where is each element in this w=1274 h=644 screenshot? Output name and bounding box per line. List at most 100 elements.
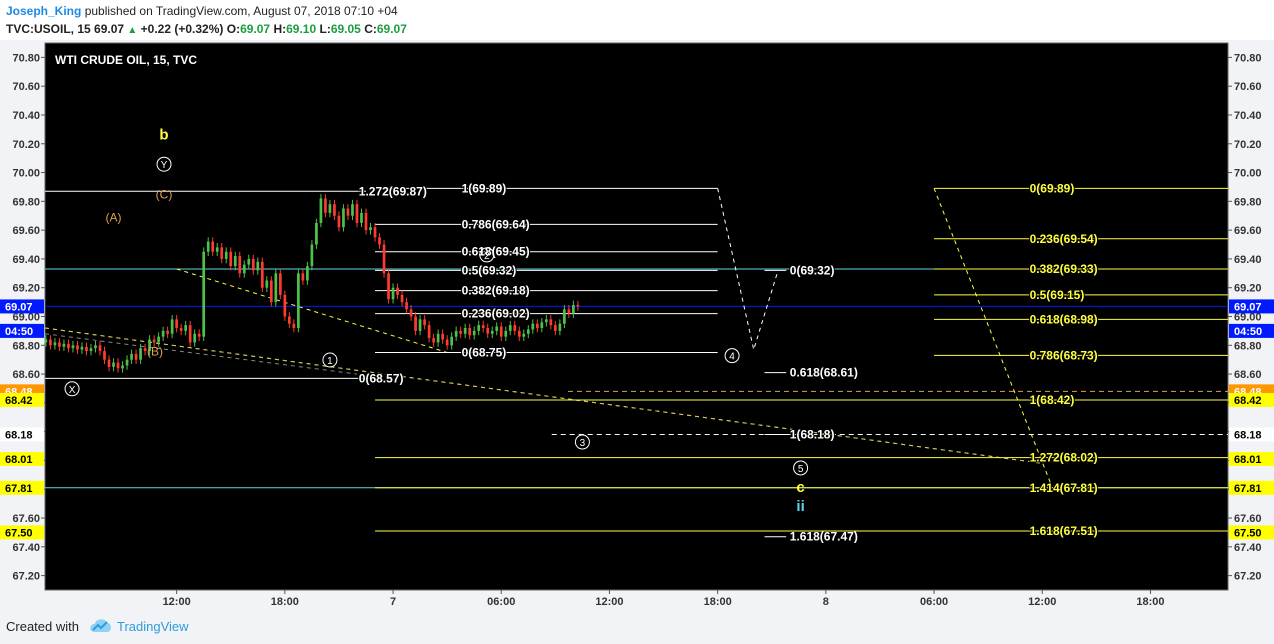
y-tick-label-left: 67.40	[12, 542, 40, 554]
price-badge-right	[1229, 452, 1274, 467]
high-value: 69.10	[286, 22, 317, 36]
candle-body	[391, 287, 395, 300]
author-link[interactable]: Joseph_King	[6, 4, 82, 18]
x-tick-label: 06:00	[487, 596, 515, 608]
wave-label: 3	[580, 438, 586, 449]
y-tick-label-right: 69.40	[1234, 254, 1262, 266]
price-badge-text-left: 68.01	[5, 454, 33, 466]
candle-body	[179, 328, 183, 331]
candle-body	[288, 316, 291, 324]
x-tick-label: 18:00	[1136, 596, 1164, 608]
candle-body	[85, 346, 88, 352]
wave-label: Y	[161, 160, 168, 171]
candle-body	[468, 328, 472, 336]
y-tick-label-right: 67.60	[1234, 513, 1262, 525]
x-tick-label: 18:00	[704, 596, 732, 608]
fib-level-label: 0(68.57)	[359, 371, 404, 385]
candle-body	[292, 323, 296, 329]
last-price: 69.07	[94, 22, 125, 36]
wave-label: 1	[327, 356, 333, 367]
x-tick-label: 18:00	[271, 596, 299, 608]
candle-body	[337, 215, 341, 228]
price-badge-right	[1229, 392, 1274, 407]
y-tick-label-left: 69.60	[12, 225, 40, 237]
trend-line	[176, 268, 448, 353]
fib-level-label: 1.272(69.87)	[359, 184, 427, 198]
candle-body	[229, 251, 233, 267]
candle-body	[206, 241, 210, 252]
candle-body	[549, 319, 553, 326]
x-tick-label: 06:00	[920, 596, 948, 608]
candle-body	[418, 319, 422, 331]
price-badge-left	[0, 427, 44, 442]
y-tick-label-left: 68.60	[12, 369, 40, 381]
fib-level-label: 0.382(69.18)	[462, 284, 530, 298]
low-value: 69.05	[330, 22, 361, 36]
wave-label: X	[69, 385, 76, 396]
plot-area	[44, 42, 1229, 591]
candle-body	[441, 333, 444, 340]
wave-projection-path	[717, 188, 778, 352]
y-tick-label-left: 67.20	[12, 571, 40, 583]
y-tick-label-right: 70.40	[1234, 110, 1262, 122]
wave-label-circle	[64, 381, 80, 397]
price-badge-text-right: 67.81	[1234, 483, 1262, 495]
candle-body	[112, 362, 115, 367]
candle-body	[260, 261, 264, 288]
candle-body	[427, 325, 431, 339]
wave-label: b	[159, 126, 168, 143]
candle-body	[301, 273, 305, 281]
candle-body	[139, 348, 142, 360]
candle-body	[563, 309, 566, 324]
fib-level-label: 1(69.89)	[462, 181, 507, 195]
candle-body	[342, 208, 345, 228]
y-tick-label-right: 69.00	[1234, 312, 1262, 324]
candle-body	[572, 304, 575, 314]
fib-level-label: 0.382(69.33)	[1030, 262, 1098, 276]
y-tick-label-left: 69.40	[12, 254, 40, 266]
candle-body	[143, 348, 147, 352]
candle-body	[94, 345, 97, 349]
fib-level-label: 0.236(69.02)	[462, 307, 530, 321]
y-tick-label-right: 69.60	[1234, 225, 1262, 237]
candle-body	[44, 339, 48, 343]
candle-body	[211, 241, 215, 252]
fib-level-label: 0(69.89)	[1030, 181, 1075, 195]
candle-body	[324, 198, 327, 213]
price-badge-text-right: 69.07	[1234, 301, 1262, 313]
price-badge-text-left: 68.42	[5, 395, 33, 407]
candle-body	[463, 328, 467, 334]
candle-body	[450, 336, 454, 346]
candle-body	[242, 264, 246, 274]
wave-label: (B)	[147, 344, 163, 358]
candle-body	[526, 329, 530, 334]
high-label: H:	[273, 22, 287, 36]
candle-body	[378, 237, 381, 245]
candle-body	[274, 273, 278, 303]
price-badge-left	[0, 452, 44, 467]
open-label: O:	[226, 22, 241, 36]
candle-body	[103, 351, 106, 360]
wave-label: (C)	[156, 187, 173, 201]
candle-body	[436, 333, 440, 343]
chart-footer: Created with TradingView	[0, 608, 1274, 644]
y-tick-label-right: 70.60	[1234, 81, 1262, 93]
y-tick-label-left: 70.20	[12, 139, 40, 151]
price-badge-text-right: 04:50	[1234, 326, 1262, 338]
candle-body	[472, 330, 476, 336]
candle-body	[53, 342, 57, 346]
price-badge-text-right: 68.42	[1234, 395, 1262, 407]
publish-line: Joseph_King published on TradingView.com…	[6, 4, 398, 18]
tradingview-link[interactable]: TradingView	[117, 619, 189, 634]
candle-body	[459, 330, 463, 334]
candle-body	[405, 302, 408, 310]
candle-body	[166, 330, 169, 334]
y-tick-label-left: 69.00	[12, 312, 40, 324]
candle-body	[432, 338, 435, 343]
candle-body	[89, 348, 93, 352]
price-badge-right	[1229, 323, 1274, 338]
candle-body	[553, 325, 557, 331]
price-chart[interactable]: 67.2067.2067.4067.4067.6067.6067.8067.80…	[0, 40, 1274, 608]
fib-level-label: 1.414(67.81)	[1030, 481, 1098, 495]
price-badge-left	[0, 392, 44, 407]
